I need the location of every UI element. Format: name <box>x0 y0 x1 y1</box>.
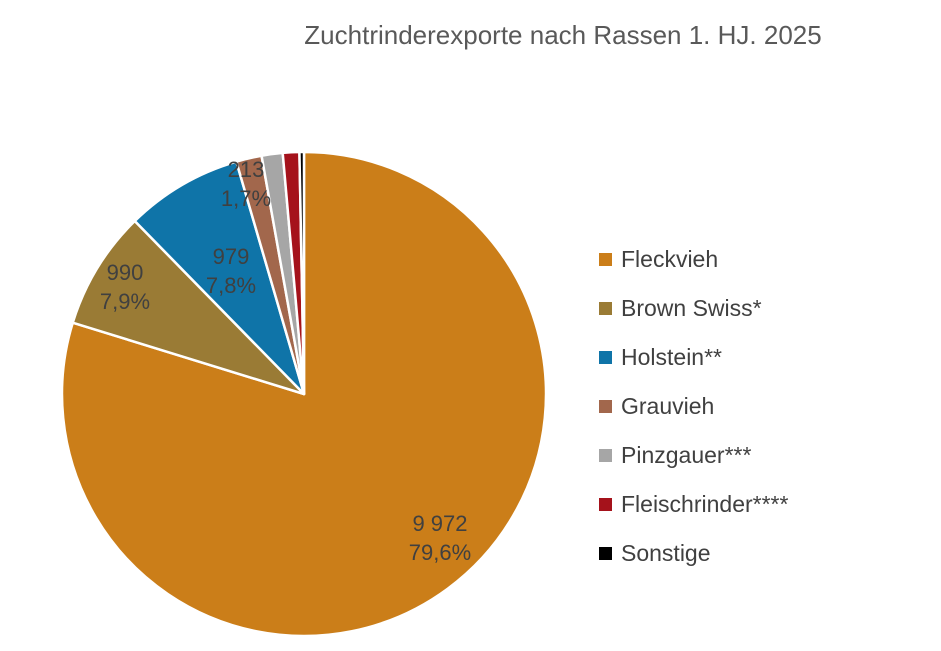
legend-swatch-fleischrinder <box>599 497 612 511</box>
legend-label: Grauvieh <box>621 392 715 419</box>
legend-item-sonstige: Sonstige <box>599 539 788 566</box>
legend-item-holstein: Holstein** <box>599 343 788 370</box>
legend-label: Sonstige <box>621 539 711 566</box>
legend-label: Fleckvieh <box>621 245 719 272</box>
legend-item-fleischrinder: Fleischrinder**** <box>599 490 789 517</box>
legend-item-grauvieh: Grauvieh <box>599 392 788 419</box>
legend-swatch-sonstige <box>599 546 612 560</box>
pie-slice-brown-swiss <box>71 219 306 396</box>
legend-item-pinzgauer: Pinzgauer*** <box>599 441 788 468</box>
legend-label: Brown Swiss* <box>621 294 762 321</box>
pie-slice-holstein <box>133 160 306 396</box>
chart-title: Zuchtrinderexporte nach Rassen 1. HJ. 20… <box>304 20 822 50</box>
legend: Fleckvieh Brown Swiss* Holstein** Grauvi… <box>599 245 789 590</box>
legend-label: Fleischrinder**** <box>621 490 789 517</box>
legend-item-brown-swiss: Brown Swiss* <box>599 294 788 321</box>
legend-label: Pinzgauer*** <box>621 441 752 468</box>
legend-swatch-grauvieh <box>599 399 612 413</box>
legend-item-fleckvieh: Fleckvieh <box>599 245 788 272</box>
legend-swatch-fleckvieh <box>599 252 612 266</box>
pie-slice-sonstige <box>298 150 306 396</box>
pie-chart <box>60 150 548 638</box>
legend-swatch-brown-swiss <box>599 301 612 315</box>
legend-swatch-holstein <box>599 350 612 364</box>
legend-label: Holstein** <box>621 343 722 370</box>
legend-swatch-pinzgauer <box>599 448 612 462</box>
